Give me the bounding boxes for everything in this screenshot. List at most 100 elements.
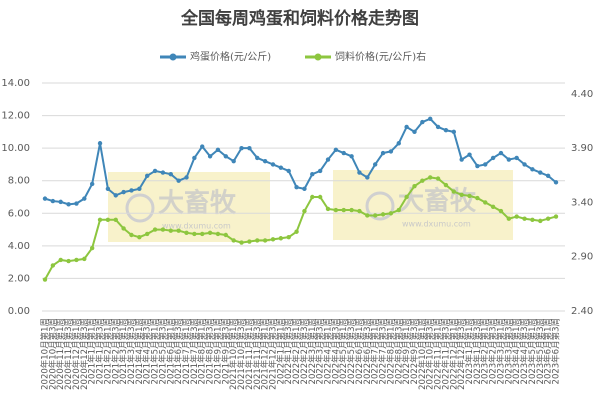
data-point <box>129 188 134 193</box>
data-point <box>388 211 394 216</box>
data-point <box>333 147 339 152</box>
data-point <box>145 231 150 237</box>
data-point <box>286 168 291 174</box>
x-tick-label: 2020年10月第1周 <box>40 318 51 390</box>
data-point <box>490 204 496 209</box>
data-point <box>357 208 362 214</box>
data-point <box>247 239 252 244</box>
data-point <box>404 124 409 130</box>
y2-tick-label: 2.40 <box>571 306 593 317</box>
legend-label: 鸡蛋价格(元/公斤) <box>190 50 271 63</box>
x-tick-label: 2021年7月第1周 <box>181 318 192 384</box>
data-point <box>302 208 307 214</box>
legend-swatch <box>169 53 177 61</box>
data-point <box>66 258 71 264</box>
data-point <box>278 165 284 170</box>
x-tick-label: 2021年11月第3周 <box>252 318 263 390</box>
x-tick-label: 2022年5月第1周 <box>338 318 349 384</box>
data-point <box>380 212 386 217</box>
data-point <box>74 257 79 263</box>
data-point <box>145 173 150 179</box>
data-point <box>428 116 433 122</box>
x-tick-label: 2021年8月第1周 <box>197 318 208 384</box>
data-point <box>372 213 378 218</box>
x-tick-label: 2021年5月第1周 <box>150 318 161 384</box>
x-tick-label: 2021年3月第1周 <box>118 318 129 384</box>
x-tick-label: 2021年9月第1周 <box>212 318 223 384</box>
x-tick-label: 2022年11月第1周 <box>433 318 444 390</box>
x-tick-label: 2023年3月第1周 <box>495 318 506 384</box>
x-tick-label: 2022年10月第3周 <box>425 318 436 390</box>
data-point <box>192 231 197 237</box>
x-tick-label: 2021年12月第3周 <box>267 318 278 390</box>
y-tick-label: 10.00 <box>1 143 30 154</box>
x-tick-label: 2022年10月第1周 <box>417 318 428 390</box>
data-point <box>325 206 331 212</box>
data-point <box>380 150 386 156</box>
x-tick-label: 2022年9月第3周 <box>409 318 420 384</box>
data-point <box>89 245 95 251</box>
data-point <box>255 238 260 243</box>
data-point <box>310 194 315 200</box>
data-point <box>97 217 103 222</box>
data-point <box>325 157 331 162</box>
data-point <box>530 167 535 172</box>
data-point <box>514 155 519 161</box>
x-tick-label: 2022年1月第1周 <box>275 318 286 384</box>
x-tick-label: 2022年2月第3周 <box>299 318 310 384</box>
data-point <box>262 238 268 243</box>
data-point <box>215 231 221 237</box>
data-point <box>239 145 244 151</box>
data-point <box>545 173 551 179</box>
y-tick-label: 4.00 <box>8 241 30 252</box>
data-point <box>66 202 71 207</box>
y-tick-label: 8.00 <box>8 176 30 187</box>
data-point <box>349 154 354 159</box>
data-point <box>459 157 464 162</box>
data-point <box>121 189 126 195</box>
data-point <box>483 200 488 205</box>
data-point <box>200 144 205 149</box>
data-point <box>262 158 268 164</box>
x-tick-label: 2022年6月第1周 <box>354 318 365 384</box>
x-tick-label: 2023年1月第3周 <box>472 318 483 384</box>
x-tick-label: 2022年4月第3周 <box>330 318 341 384</box>
data-point <box>152 168 158 174</box>
data-point <box>317 194 323 200</box>
data-point <box>223 154 229 159</box>
y-tick-label: 6.00 <box>8 208 30 219</box>
x-tick-label: 2022年8月第1周 <box>385 318 396 384</box>
data-point <box>152 227 158 232</box>
data-point <box>286 234 291 240</box>
x-tick-label: 2023年5月第1周 <box>527 318 538 384</box>
y2-tick-label: 2.90 <box>571 252 593 263</box>
data-point <box>302 186 307 192</box>
data-point <box>467 193 472 199</box>
data-point <box>420 178 425 183</box>
data-point <box>105 217 111 222</box>
x-tick-label: 2021年9月第3周 <box>220 318 231 384</box>
data-point <box>113 193 118 198</box>
data-point <box>113 217 118 222</box>
data-point <box>129 232 134 238</box>
data-point <box>50 198 56 204</box>
data-point <box>349 207 354 213</box>
data-point <box>231 238 236 243</box>
data-point <box>506 157 512 162</box>
x-tick-label: 2020年10月第3周 <box>47 318 58 390</box>
x-tick-label: 2021年6月第3周 <box>173 318 184 384</box>
x-tick-label: 2020年12月第1周 <box>71 318 82 390</box>
data-point <box>184 230 189 236</box>
data-point <box>42 277 48 282</box>
data-point <box>82 256 87 262</box>
data-point <box>396 141 401 146</box>
x-tick-label: 2020年11月第3周 <box>63 318 74 390</box>
data-point <box>310 172 315 177</box>
data-point <box>192 155 197 161</box>
data-point <box>522 162 527 167</box>
x-tick-label: 2022年2月第1周 <box>291 318 302 384</box>
data-point <box>428 175 433 180</box>
y-tick-label: 14.00 <box>1 78 30 89</box>
data-point <box>435 176 441 181</box>
